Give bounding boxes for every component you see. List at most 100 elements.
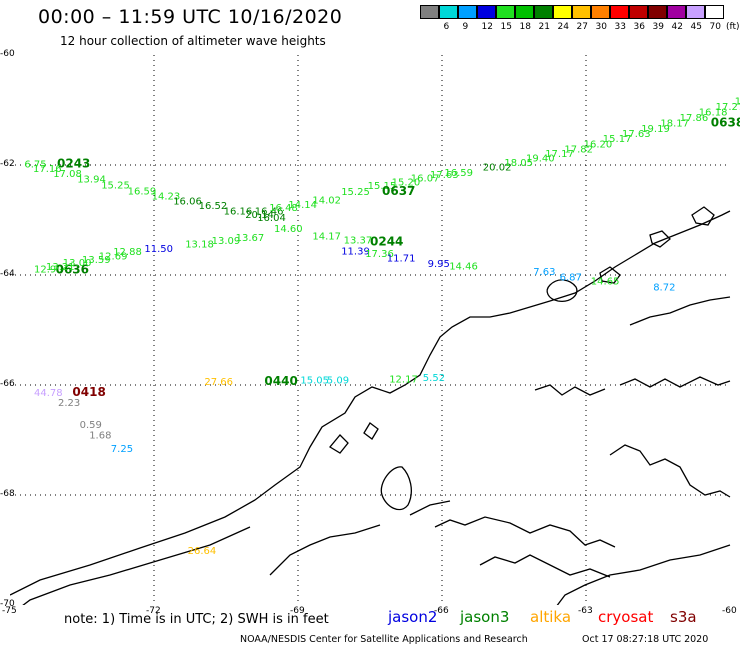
lat-tick-label: -70 (0, 599, 15, 609)
wave-height-label: 26.64 (188, 546, 217, 557)
wave-height-label: 12.69 (99, 252, 128, 263)
pass-time-label: 0440 (264, 374, 297, 388)
wave-height-label: 17.86 (680, 113, 709, 124)
wave-height-label: 17.27 (716, 102, 740, 113)
scale-tick-label: 9 (462, 22, 469, 32)
wave-height-label: 13.37 (344, 236, 373, 247)
wave-height-label: 14.65 (591, 276, 620, 287)
legend-item-altika: altika (530, 608, 572, 626)
coastline-segment (434, 516, 616, 548)
scale-tick-label: 36 (633, 22, 645, 32)
coastline-segment (691, 206, 715, 226)
wave-height-label: 12.17 (389, 374, 418, 385)
wave-height-label: 11.50 (144, 244, 173, 255)
scale-swatch (458, 5, 477, 19)
wave-height-label: 17.16 (33, 164, 62, 175)
scale-swatch (667, 5, 686, 19)
map-grid (10, 55, 730, 605)
wave-height-label: 14.17 (312, 231, 341, 242)
wave-height-label: 14.23 (152, 192, 181, 203)
coastline-segment (629, 296, 731, 326)
page-subtitle: 12 hour collection of altimeter wave hei… (60, 34, 326, 48)
pass-time-label: 0638 (711, 116, 740, 130)
wave-height-label: 0.59 (80, 420, 102, 431)
scale-unit: (ft) (726, 22, 740, 32)
wave-height-label: 18.17 (660, 119, 689, 130)
wave-height-label: 15.15 (368, 181, 397, 192)
coastline-segment (556, 544, 731, 605)
wave-height-label: 15.05 (300, 375, 329, 386)
wave-height-label: 13.94 (77, 175, 106, 186)
wave-height-label: 16.06 (173, 197, 202, 208)
coastline-segment (409, 500, 451, 516)
lat-tick-label: -60 (0, 49, 15, 59)
coastline-segment (479, 554, 611, 578)
wave-height-label: 16.59 (128, 187, 157, 198)
lon-tick-label: -60 (722, 606, 737, 616)
wave-height-label: 16.48 (269, 203, 298, 214)
scale-swatch (591, 5, 610, 19)
wave-height-label: 13.09 (212, 236, 241, 247)
scale-tick-label: 39 (652, 22, 664, 32)
pass-time-label: 0243 (57, 157, 90, 171)
page-title: 00:00 – 11:59 UTC 10/16/2020 (38, 6, 343, 28)
wave-height-label: 12.88 (113, 247, 142, 258)
wave-height-label: 16.18 (699, 108, 728, 119)
lon-tick-label: -69 (290, 606, 305, 616)
scale-swatch (629, 5, 648, 19)
wave-height-label: 6.75 (24, 160, 46, 171)
wave-height-label: 14.02 (312, 196, 341, 207)
legend-item-jason3: jason3 (460, 608, 510, 626)
coastline-segment (534, 384, 606, 396)
map-canvas: 02436.7517.1617.0813.9415.2516.5914.2316… (10, 55, 740, 605)
scale-swatch (534, 5, 553, 19)
legend-item-s3a: s3a (670, 608, 697, 626)
coastline-segment (329, 434, 349, 454)
wave-height-label: 16.52 (199, 201, 228, 212)
scale-tick-label: 6 (443, 22, 450, 32)
wave-height-label: 20.14 (245, 210, 274, 221)
wave-height-label: 13.21 (46, 262, 75, 273)
wave-height-label: 7.25 (111, 444, 133, 455)
wave-height-label: 17.63 (622, 129, 651, 140)
wave-height-label: 17.36 (365, 249, 394, 260)
wave-height-label: 27.66 (204, 377, 233, 388)
scale-tick-label: 42 (671, 22, 683, 32)
wave-height-label: 15.17 (603, 134, 632, 145)
wave-height-label: 5.09 (327, 375, 349, 386)
wave-height-label: 17.08 (735, 97, 740, 108)
pass-time-label: 0418 (72, 385, 105, 399)
lat-tick-label: -62 (0, 159, 15, 169)
scale-swatch (648, 5, 667, 19)
wave-height-label: 16.59 (444, 168, 473, 179)
wave-height-label: 17.63 (430, 170, 459, 181)
wave-height-label: 8.72 (653, 282, 675, 293)
wave-height-label: 13.18 (185, 240, 214, 251)
wave-height-label: 11.71 (387, 253, 416, 264)
wave-height-label: 15.25 (101, 181, 130, 192)
coastline-segment (546, 279, 578, 302)
coastline-segment (619, 376, 731, 388)
lon-tick-label: -63 (578, 606, 593, 616)
footer-note: note: 1) Time is in UTC; 2) SWH is in fe… (64, 612, 329, 627)
lon-tick-label: -72 (146, 606, 161, 616)
wave-height-label: 5.52 (423, 373, 445, 384)
wave-height-label: 16.07 (411, 174, 440, 185)
lon-tick-label: -75 (2, 606, 17, 616)
scale-tick-label: 21 (538, 22, 550, 32)
wave-height-label: 14.46 (449, 262, 478, 273)
scale-swatch (610, 5, 629, 19)
wave-height-label: 17.82 (564, 144, 593, 155)
wave-height-label: 13.00 (63, 258, 92, 269)
coastline-segment (22, 526, 251, 605)
wave-height-label: 19.19 (641, 124, 670, 135)
wave-height-label: 16.46 (255, 207, 284, 218)
scale-tick-label: 45 (690, 22, 702, 32)
wave-height-label: 11.39 (341, 247, 370, 258)
coastline-segment (363, 422, 379, 440)
wave-height-label: 7.63 (533, 267, 555, 278)
scale-tick-label: 27 (576, 22, 588, 32)
wave-height-label: 18.05 (504, 158, 533, 169)
coastline-segment (649, 230, 671, 248)
scale-swatch (439, 5, 458, 19)
